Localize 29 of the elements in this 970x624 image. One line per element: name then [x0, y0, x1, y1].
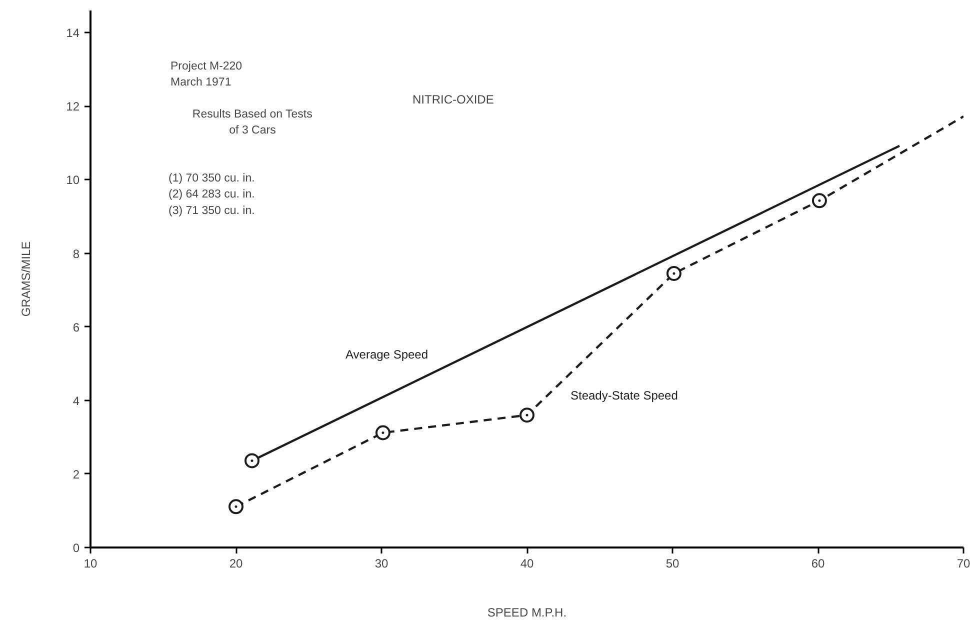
y-tick-label: 0	[72, 541, 80, 555]
x-tick-label: 30	[374, 556, 388, 570]
series-label: Average Speed	[346, 348, 428, 362]
x-tick-label: 50	[666, 556, 680, 570]
y-axis-title: GRAMS/MILE	[19, 241, 34, 317]
y-tick-label: 10	[66, 173, 80, 188]
text: NITRIC-OXIDE	[412, 92, 494, 106]
x-tick-label: 20	[229, 556, 243, 570]
point	[812, 193, 827, 208]
y-tick-label: 8	[72, 246, 80, 261]
x-tick-label: 60	[811, 556, 825, 570]
point	[375, 425, 390, 440]
x-axis-title: SPEED M.P.H.	[487, 606, 567, 620]
y-tick-label: 4	[72, 394, 80, 408]
annotation: Project M-220 March 1971	[170, 60, 242, 89]
point	[228, 499, 244, 514]
point	[520, 408, 534, 423]
x-tick-label: 10	[84, 556, 98, 570]
point	[666, 266, 682, 281]
x-tick-label: 70	[956, 556, 970, 570]
y-tick-label: 12	[66, 100, 80, 114]
y-tick-label: 6	[72, 320, 80, 334]
x-tick-label: 40	[520, 556, 534, 570]
y-tick-label: 14	[66, 26, 80, 40]
y-tick-label: 2	[72, 467, 80, 482]
series-label: Steady-State Speed	[570, 388, 678, 402]
annotation: Results Based on Tests of 3 Cars	[192, 108, 313, 137]
annotation: (1) 70 350 cu. in. (2) 64 283 cu. in. (3) 71 350 cu. in.	[168, 172, 255, 217]
point	[244, 453, 260, 468]
